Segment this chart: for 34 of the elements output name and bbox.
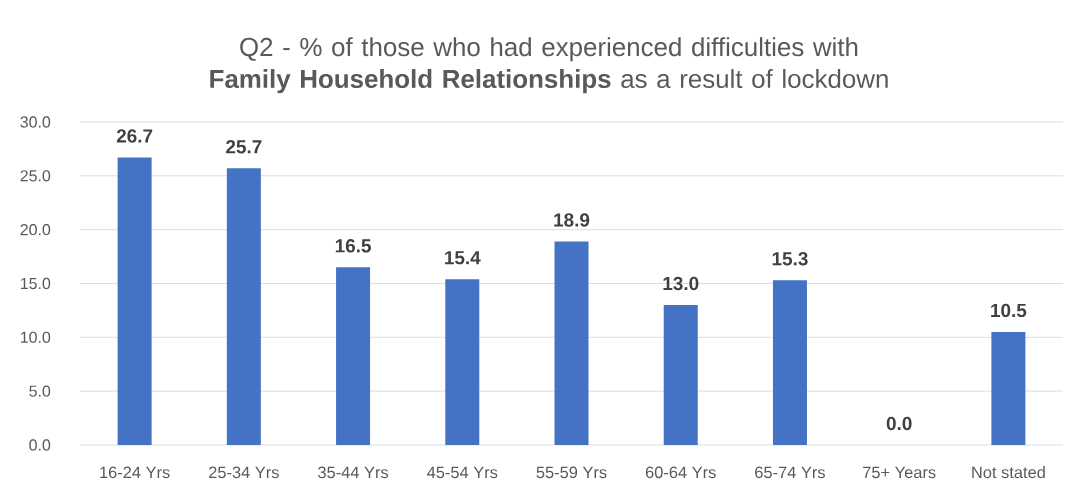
bar (226, 168, 261, 445)
data-label: 26.7 (116, 129, 153, 143)
x-tick-label: 45-54 Yrs (427, 466, 498, 479)
data-label: 18.9 (554, 213, 590, 227)
x-tick-label: 25-34 Yrs (209, 466, 279, 479)
x-tick-label: 60-64 Yrs (645, 466, 716, 479)
bar (663, 305, 698, 445)
y-tick-label: 15.0 (21, 277, 51, 290)
x-tick-label: 35-44 Yrs (318, 466, 389, 479)
bar (445, 279, 480, 445)
x-tick-label: 55-59 Yrs (536, 466, 607, 479)
y-tick-label: 25.0 (20, 170, 51, 182)
data-label: 25.7 (226, 140, 262, 154)
bar (336, 267, 371, 445)
y-tick-label: 10.0 (21, 331, 51, 343)
bar (554, 241, 589, 445)
y-tick-label: 0.0 (29, 439, 51, 451)
y-tick-label: 30.0 (20, 116, 51, 128)
y-tick-label: 5.0 (29, 385, 51, 397)
data-label: 0.0 (886, 416, 912, 431)
data-label: 10.5 (991, 303, 1027, 318)
x-tick-label: 16-24 Yrs (100, 466, 170, 479)
x-tick-label: 65-74 Yrs (755, 466, 825, 479)
data-label: 16.5 (335, 239, 371, 253)
data-label: 15.4 (445, 251, 481, 265)
x-tick-label: Not stated (972, 466, 1045, 479)
bar (772, 280, 807, 445)
chart-title: Q2 - % of those who had experienced difficulties with Family Household Relationships as a result of lockdown (210, 37, 888, 94)
data-label: 15.3 (772, 252, 808, 266)
x-tick-label: 75+ Years (863, 466, 936, 479)
y-tick-label: 20.0 (20, 224, 51, 236)
bar (991, 331, 1026, 445)
data-label: 13.0 (663, 276, 699, 291)
bar (117, 157, 152, 445)
